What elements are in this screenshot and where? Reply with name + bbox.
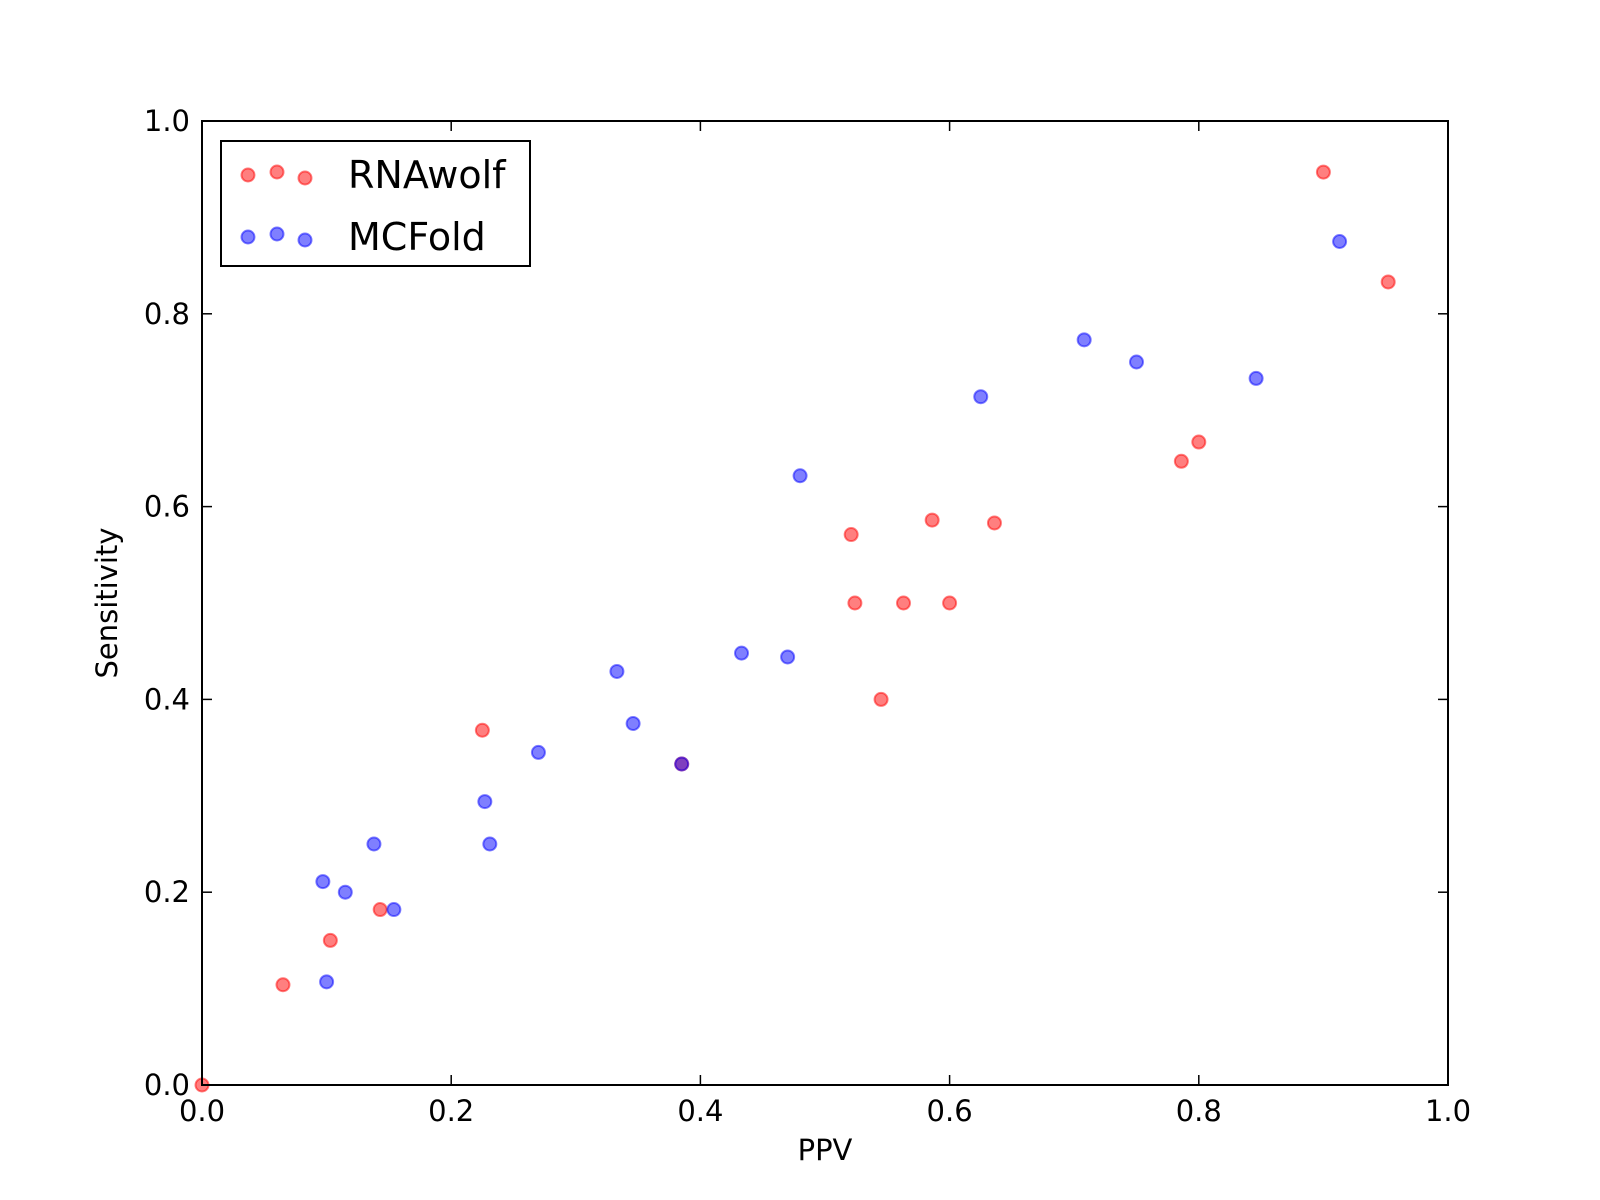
mcfold-point	[734, 645, 750, 661]
mcfold-point	[530, 744, 546, 760]
mcfold-point	[366, 836, 382, 852]
y-tick-label: 0.2	[144, 875, 190, 909]
mcfold-point	[315, 874, 331, 890]
plot-points	[194, 164, 1396, 1093]
legend: RNAwolf MCFold	[220, 140, 531, 267]
mcfold-point	[1076, 332, 1092, 348]
mcfold-point	[792, 468, 808, 484]
mcfold-point	[337, 884, 353, 900]
mcfold-point	[1248, 370, 1264, 386]
mcfold-point	[386, 902, 402, 918]
legend-label-mcfold: MCFold	[348, 215, 486, 259]
x-tick-label: 0.0	[179, 1094, 225, 1128]
x-tick-label: 0.8	[1176, 1094, 1222, 1128]
legend-box	[220, 140, 531, 267]
mcfold-point	[973, 389, 989, 405]
y-tick-label: 0.6	[144, 490, 190, 524]
y-tick-label: 0.0	[144, 1068, 190, 1102]
mcfold-point	[1332, 234, 1348, 249]
y-tick-label: 0.8	[144, 297, 190, 331]
rnawolf-point	[1380, 274, 1396, 290]
rnawolf-point	[1173, 453, 1189, 469]
x-tick-label: 0.2	[428, 1094, 474, 1128]
legend-marker-mcfold	[269, 226, 285, 242]
legend-label-rnawolf: RNAwolf	[348, 153, 507, 197]
rnawolf-point	[843, 527, 859, 543]
x-tick-label: 0.4	[677, 1094, 723, 1128]
legend-marker-rnawolf	[269, 164, 285, 180]
rnawolf-point	[372, 902, 388, 918]
rnawolf-point	[1315, 164, 1331, 180]
rnawolf-point	[275, 977, 291, 993]
legend-marker-rnawolf	[240, 167, 256, 183]
mcfold-point	[674, 756, 690, 772]
x-tick-label: 1.0	[1425, 1094, 1471, 1128]
plot-frame	[201, 120, 1449, 1086]
y-axis-label: Sensitivity	[90, 528, 124, 679]
rnawolf-point	[474, 722, 490, 738]
rnawolf-point	[942, 595, 958, 611]
mcfold-point	[609, 663, 625, 679]
legend-marker-mcfold	[240, 229, 256, 245]
y-tick-label: 0.4	[144, 682, 190, 716]
rnawolf-point	[986, 515, 1002, 531]
mcfold-point	[477, 794, 493, 810]
rnawolf-point	[895, 595, 911, 611]
mcfold-point	[319, 974, 335, 990]
legend-marker-rnawolf	[297, 170, 313, 186]
rnawolf-point	[924, 512, 940, 528]
y-tick-label: 1.0	[144, 104, 190, 138]
mcfold-point	[780, 649, 796, 665]
legend-marker-mcfold	[297, 232, 313, 248]
x-axis-label: PPV	[798, 1133, 853, 1167]
rnawolf-point	[873, 691, 889, 707]
mcfold-point	[1129, 354, 1144, 370]
mcfold-point	[625, 716, 641, 731]
rnawolf-point	[1191, 434, 1207, 450]
mcfold-point	[482, 836, 498, 852]
tick-labels: 0.0 0.2 0.4 0.6 0.8 1.0 0.0 0.2 0.4 0.6 0.8 1.0	[144, 104, 1471, 1128]
rnawolf-point	[322, 932, 338, 948]
rnawolf-point	[847, 595, 863, 611]
x-tick-label: 0.6	[927, 1094, 973, 1128]
